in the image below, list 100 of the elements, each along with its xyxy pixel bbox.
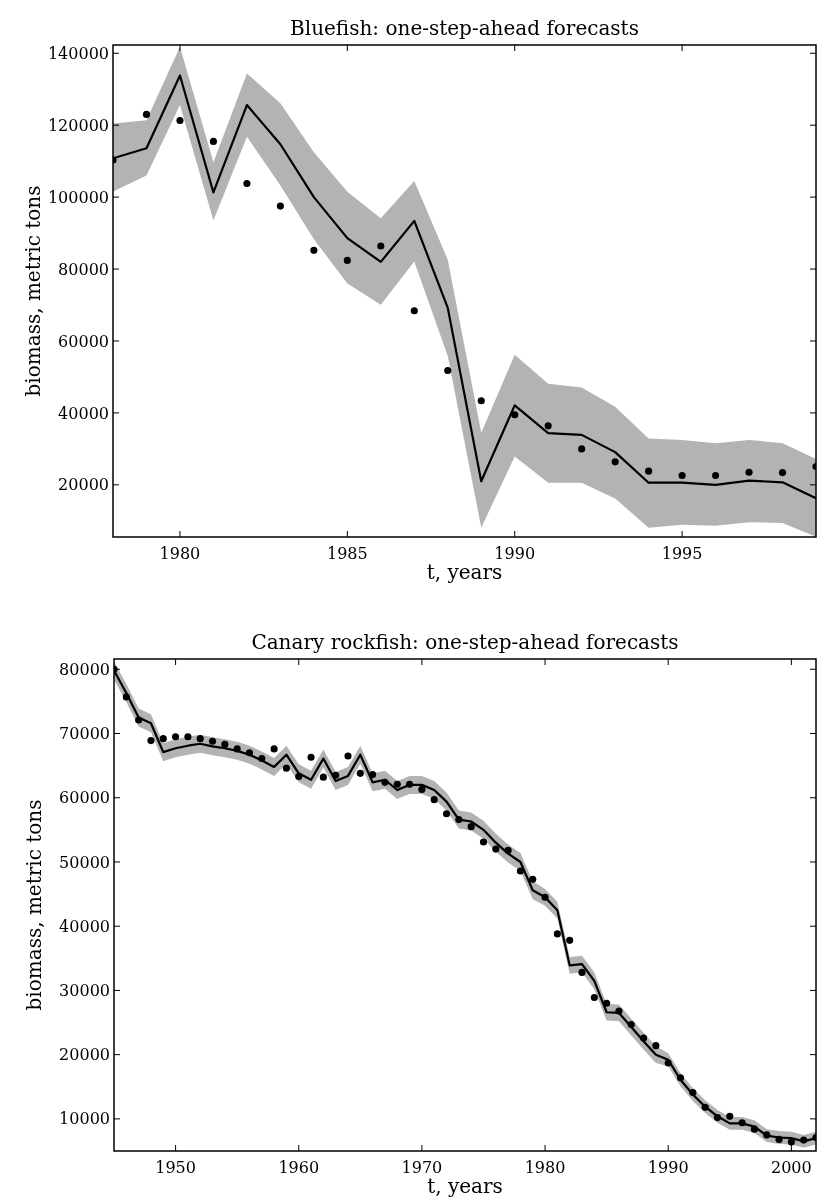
point xyxy=(745,468,753,476)
point xyxy=(479,838,488,846)
point xyxy=(142,110,151,118)
point xyxy=(738,1119,746,1127)
point xyxy=(332,771,340,779)
y-tick-label: 30000 xyxy=(59,981,110,1001)
point xyxy=(800,1136,808,1144)
point xyxy=(393,780,401,788)
point xyxy=(778,469,787,477)
y-tick-label: 100000 xyxy=(47,187,109,207)
point xyxy=(726,1112,734,1120)
point xyxy=(640,1034,648,1042)
point xyxy=(122,693,130,701)
point xyxy=(243,179,251,188)
y-tick-label: 80000 xyxy=(58,259,109,279)
point xyxy=(430,796,438,804)
point xyxy=(410,307,418,315)
point xyxy=(381,778,389,786)
point xyxy=(319,773,327,781)
point xyxy=(516,867,524,875)
point xyxy=(233,745,241,753)
y-tick-label: 20000 xyxy=(58,475,109,495)
y-tick-label: 140000 xyxy=(47,43,109,63)
point xyxy=(467,823,475,831)
point xyxy=(578,968,586,976)
point xyxy=(455,816,463,824)
x-tick-label: 1990 xyxy=(494,544,536,563)
y-tick-label: 60000 xyxy=(59,788,110,808)
x-tick-label: 1985 xyxy=(326,544,368,563)
point xyxy=(209,137,217,145)
x-tick-label: 1990 xyxy=(647,1158,689,1177)
point xyxy=(310,246,318,254)
point xyxy=(276,202,284,210)
point xyxy=(282,764,290,772)
point xyxy=(676,1074,685,1082)
x-axis-title: t, years xyxy=(427,1174,503,1198)
point xyxy=(442,810,451,818)
point xyxy=(159,735,167,743)
point xyxy=(418,785,426,793)
point xyxy=(775,1135,783,1143)
point xyxy=(627,1020,635,1029)
point xyxy=(553,930,561,938)
x-tick-label: 2000 xyxy=(771,1158,812,1177)
y-tick-label: 10000 xyxy=(59,1109,110,1129)
point xyxy=(529,875,537,883)
point xyxy=(406,780,414,788)
point xyxy=(307,753,315,761)
point xyxy=(369,771,377,779)
x-tick-label: 1980 xyxy=(524,1158,566,1177)
x-tick-label: 1950 xyxy=(155,1158,196,1177)
point xyxy=(208,737,217,745)
point xyxy=(603,999,611,1007)
y-tick-label: 120000 xyxy=(47,115,109,135)
y-tick-label: 60000 xyxy=(58,331,109,351)
y-tick-label: 70000 xyxy=(59,724,110,744)
x-axis-title: t, years xyxy=(426,560,503,584)
point xyxy=(135,716,143,724)
point xyxy=(477,397,485,405)
point xyxy=(270,745,278,753)
point xyxy=(184,733,192,741)
point xyxy=(713,1114,722,1122)
point xyxy=(295,772,303,781)
point xyxy=(492,845,500,853)
y-tick-label: 80000 xyxy=(59,659,110,679)
point xyxy=(343,256,351,264)
point xyxy=(712,471,720,480)
point xyxy=(356,769,364,777)
point xyxy=(578,445,586,453)
point xyxy=(147,737,155,745)
y-axis-title: biomass, metric tons xyxy=(22,799,46,1011)
x-tick-label: 1980 xyxy=(159,544,201,563)
point xyxy=(377,242,385,250)
point xyxy=(689,1088,697,1097)
point xyxy=(176,116,184,125)
point xyxy=(750,1125,758,1133)
point xyxy=(504,846,512,854)
point xyxy=(611,458,619,466)
point xyxy=(344,752,352,760)
y-axis-title: biomass, metric tons xyxy=(21,185,45,397)
point xyxy=(221,740,229,748)
chart-title: Canary rockfish: one-step-ahead forecasts xyxy=(251,630,679,654)
point xyxy=(245,749,254,757)
point xyxy=(678,471,686,480)
point xyxy=(196,735,204,743)
point xyxy=(590,993,598,1002)
point xyxy=(541,893,549,901)
point xyxy=(787,1138,795,1146)
y-tick-label: 50000 xyxy=(59,852,110,872)
point xyxy=(258,755,266,763)
point xyxy=(645,467,653,475)
point xyxy=(544,422,552,430)
x-tick-label: 1960 xyxy=(278,1158,320,1177)
chart-title: Bluefish: one-step-ahead forecasts xyxy=(290,16,639,40)
point xyxy=(444,366,452,375)
point xyxy=(652,1042,660,1050)
point xyxy=(701,1103,709,1111)
point xyxy=(763,1131,771,1139)
y-tick-label: 20000 xyxy=(59,1045,110,1065)
y-tick-label: 40000 xyxy=(58,403,109,423)
point xyxy=(615,1007,623,1015)
